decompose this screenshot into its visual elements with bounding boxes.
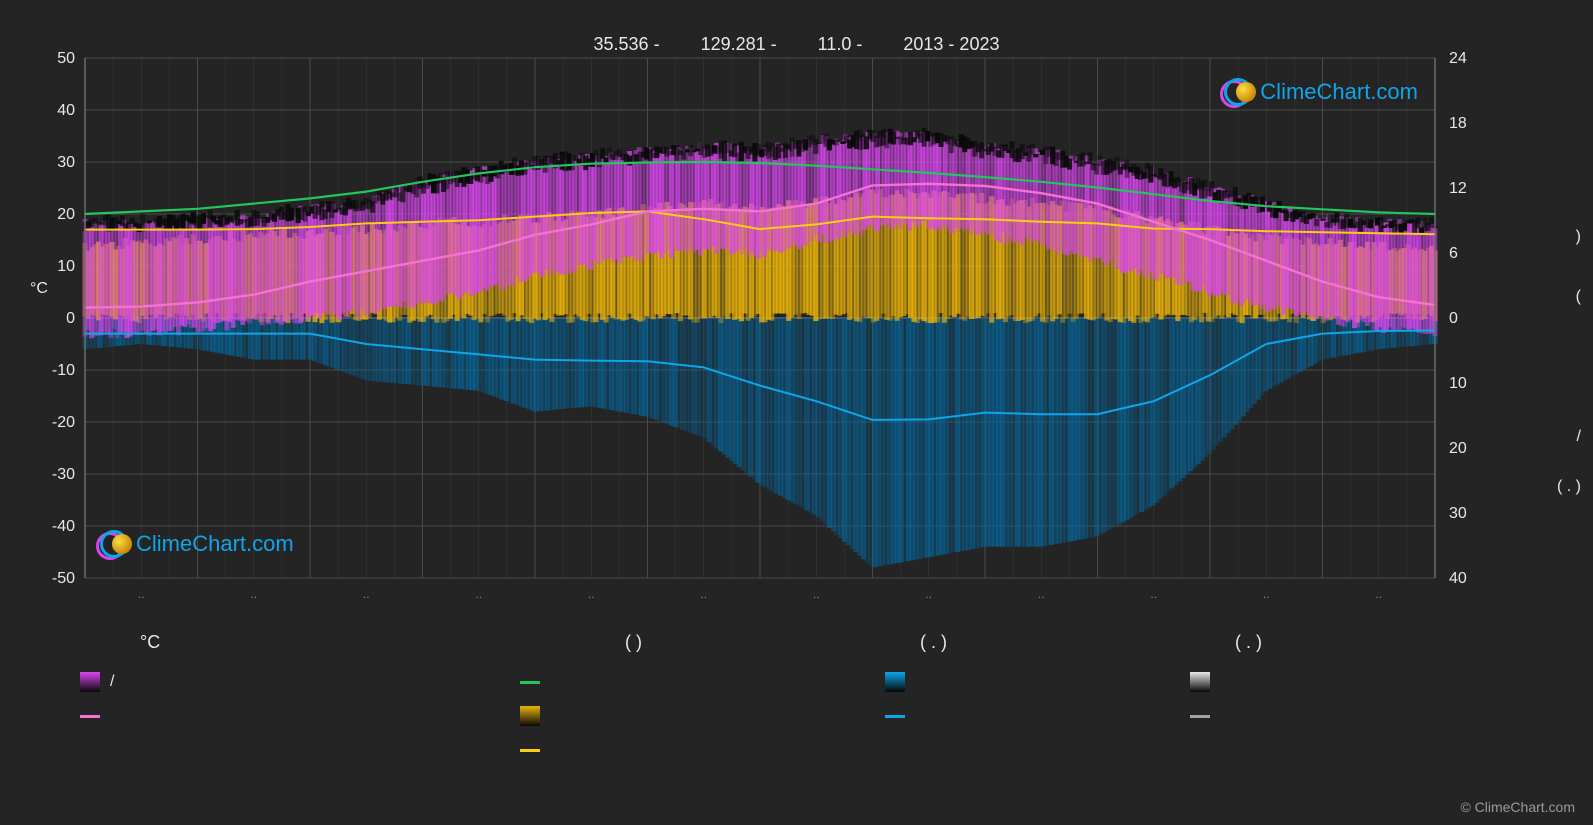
legend-label: / [110,673,114,691]
legend-line [80,715,100,718]
footer-copyright: © ClimeChart.com [1460,799,1575,815]
legend-item [80,702,114,730]
svg-text:-10: -10 [52,362,75,379]
legend-line [520,681,540,684]
legend-item [1190,668,1220,696]
legend-column [885,668,915,736]
svg-text:-40: -40 [52,518,75,535]
svg-text:50: 50 [57,50,75,67]
svg-text:..: .. [250,587,257,601]
legend-swatch [885,672,905,692]
brand-logo-bottom: ClimeChart.com [100,530,294,558]
right-slash: / [1541,428,1581,446]
legend-column [1190,668,1220,736]
svg-text:..: .. [1375,587,1382,601]
chart-svg: 50403020100-10-20-30-40-5024181260102030… [85,58,1435,578]
svg-text:..: .. [1150,587,1157,601]
svg-text:-50: -50 [52,570,75,587]
brand-text-top: ClimeChart.com [1260,79,1418,105]
svg-text:12: 12 [1449,180,1467,197]
right-paren-close: ) [1541,228,1581,246]
svg-text:0: 0 [66,310,75,327]
legend-item [885,702,915,730]
legend-header-rain: ( . ) [920,632,947,653]
chart-container: 35.536 - 129.281 - 11.0 - 2013 - 2023 °C… [0,0,1593,825]
svg-text:..: .. [925,587,932,601]
svg-text:24: 24 [1449,50,1467,67]
svg-text:..: .. [1263,587,1270,601]
legend-headers: °C ( ) ( . ) ( . ) [0,632,1593,662]
legend-item [520,668,550,696]
svg-text:10: 10 [57,258,75,275]
legend-item [1190,702,1220,730]
legend-line [885,715,905,718]
svg-text:40: 40 [1449,570,1467,587]
svg-text:30: 30 [57,154,75,171]
svg-text:18: 18 [1449,115,1467,132]
legend-column [520,668,550,770]
header-coords: 35.536 - 129.281 - 11.0 - 2013 - 2023 [0,34,1593,55]
svg-text:-30: -30 [52,466,75,483]
svg-text:..: .. [363,587,370,601]
svg-text:30: 30 [1449,505,1467,522]
left-axis-label: °C [30,280,48,298]
legend-item [885,668,915,696]
right-paren-lower: ( . ) [1541,478,1581,496]
svg-text:20: 20 [57,206,75,223]
svg-text:40: 40 [57,102,75,119]
legend-line [520,749,540,752]
right-paren-open: ( [1541,288,1581,306]
brand-text-bottom: ClimeChart.com [136,531,294,557]
brand-mark-icon [1224,78,1252,106]
svg-text:..: .. [138,587,145,601]
svg-text:..: .. [588,587,595,601]
header-lon: 129.281 - [701,34,777,54]
svg-text:6: 6 [1449,245,1458,262]
svg-text:..: .. [700,587,707,601]
brand-logo-top: ClimeChart.com [1224,78,1418,106]
legend-item [520,736,550,764]
svg-text:10: 10 [1449,375,1467,392]
svg-text:..: .. [475,587,482,601]
legend-header-cloud: ( . ) [1235,632,1262,653]
header-years: 2013 - 2023 [903,34,999,54]
brand-mark-icon [100,530,128,558]
legend-column: / [80,668,114,736]
legend-swatch [520,706,540,726]
plot-area: 50403020100-10-20-30-40-5024181260102030… [85,58,1435,578]
svg-text:20: 20 [1449,440,1467,457]
legend-item: / [80,668,114,696]
legend-item [520,702,550,730]
header-lat: 35.536 - [594,34,660,54]
legend-header-sun: ( ) [625,632,642,653]
svg-text:-20: -20 [52,414,75,431]
legend-line [1190,715,1210,718]
svg-text:0: 0 [1449,310,1458,327]
svg-text:..: .. [813,587,820,601]
legend-header-temp: °C [140,632,160,653]
legend-swatch [1190,672,1210,692]
header-elev: 11.0 - [818,34,863,54]
legend-swatch [80,672,100,692]
svg-text:..: .. [1038,587,1045,601]
right-axis-extra-labels: ) ( / ( . ) [1541,58,1581,578]
